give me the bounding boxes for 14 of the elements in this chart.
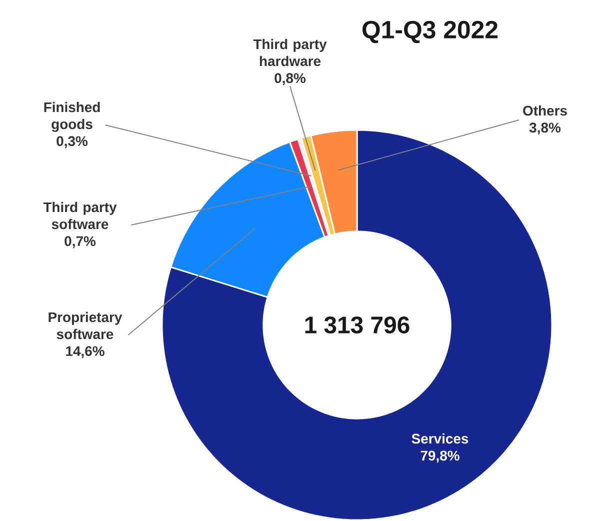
data-label: 79,8%	[420, 450, 460, 463]
data-label: 3,8%	[529, 122, 561, 135]
slice-label: Finished goods	[44, 102, 100, 132]
chart-title: Q1-Q3 2022	[362, 20, 498, 44]
data-label: 0,7%	[64, 236, 96, 248]
data-label: 0,3%	[56, 136, 88, 148]
slice-label: Services	[412, 434, 468, 444]
slice-label: Third party software	[43, 202, 117, 230]
data-label: 0,8%	[274, 73, 306, 86]
slice-label: Proprietary software	[48, 312, 122, 340]
slice-label: Third party hardware	[253, 39, 327, 66]
slice-label: Others	[523, 106, 567, 116]
text: 1 313 796	[305, 316, 410, 334]
data-label: 14,6%	[66, 346, 104, 358]
